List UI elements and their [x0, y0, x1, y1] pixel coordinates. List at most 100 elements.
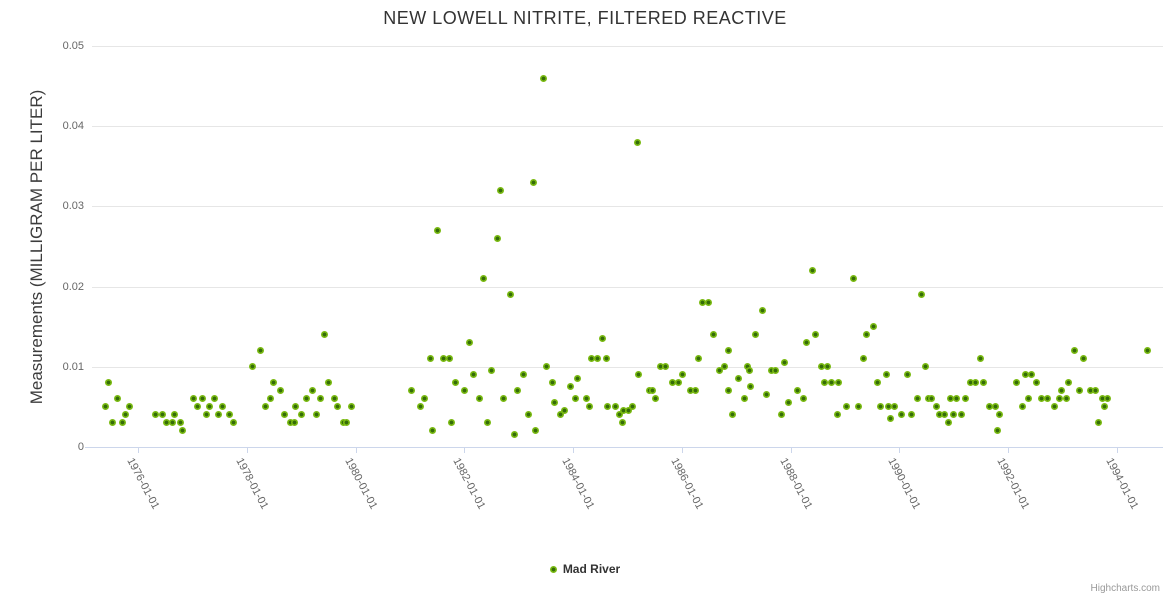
data-point[interactable]	[705, 299, 712, 307]
data-point[interactable]	[877, 403, 885, 411]
data-point[interactable]	[1086, 387, 1094, 395]
data-point[interactable]	[834, 411, 842, 419]
data-point[interactable]	[276, 387, 284, 395]
data-point[interactable]	[476, 395, 484, 403]
data-point[interactable]	[908, 411, 916, 419]
data-point[interactable]	[687, 387, 695, 395]
data-point[interactable]	[119, 419, 127, 427]
data-point[interactable]	[625, 407, 633, 415]
data-point[interactable]	[229, 419, 237, 427]
data-point[interactable]	[785, 399, 793, 407]
data-point[interactable]	[198, 395, 206, 403]
data-point[interactable]	[205, 403, 213, 411]
data-point[interactable]	[927, 395, 935, 403]
data-point[interactable]	[514, 387, 522, 395]
data-point[interactable]	[803, 339, 811, 347]
data-point[interactable]	[946, 395, 954, 403]
data-point[interactable]	[656, 363, 664, 371]
data-point[interactable]	[994, 427, 1002, 435]
data-point[interactable]	[634, 371, 642, 379]
data-point[interactable]	[308, 387, 316, 395]
data-point[interactable]	[903, 371, 911, 379]
data-point[interactable]	[434, 226, 442, 234]
data-point[interactable]	[333, 403, 341, 411]
data-point[interactable]	[743, 363, 751, 371]
data-point[interactable]	[162, 419, 170, 427]
data-point[interactable]	[179, 427, 187, 435]
data-point[interactable]	[520, 371, 528, 379]
data-point[interactable]	[898, 411, 905, 419]
data-point[interactable]	[446, 355, 454, 363]
data-point[interactable]	[835, 379, 843, 387]
data-point[interactable]	[1098, 395, 1106, 403]
data-point[interactable]	[168, 419, 176, 427]
data-point[interactable]	[883, 371, 891, 379]
data-point[interactable]	[488, 367, 496, 375]
data-point[interactable]	[668, 379, 676, 387]
highcharts-credits-link[interactable]: Highcharts.com	[1090, 583, 1160, 594]
data-point[interactable]	[507, 291, 515, 299]
data-point[interactable]	[874, 379, 882, 387]
data-point[interactable]	[171, 411, 179, 419]
data-point[interactable]	[102, 403, 110, 411]
data-point[interactable]	[1091, 387, 1099, 395]
data-point[interactable]	[821, 379, 829, 387]
data-point[interactable]	[417, 403, 425, 411]
data-point[interactable]	[286, 419, 294, 427]
data-point[interactable]	[986, 403, 994, 411]
data-point[interactable]	[1050, 403, 1058, 411]
data-point[interactable]	[602, 355, 610, 363]
data-point[interactable]	[747, 383, 755, 391]
data-point[interactable]	[828, 379, 836, 387]
data-point[interactable]	[921, 363, 929, 371]
data-point[interactable]	[257, 347, 265, 355]
data-point[interactable]	[620, 407, 628, 415]
data-point[interactable]	[1062, 395, 1070, 403]
data-point[interactable]	[980, 379, 988, 387]
data-point[interactable]	[585, 403, 593, 411]
data-point[interactable]	[967, 379, 975, 387]
data-point[interactable]	[109, 419, 117, 427]
data-point[interactable]	[619, 419, 627, 427]
data-point[interactable]	[891, 403, 899, 411]
data-point[interactable]	[843, 403, 851, 411]
data-point[interactable]	[1079, 355, 1087, 363]
data-point[interactable]	[343, 419, 351, 427]
data-point[interactable]	[603, 403, 611, 411]
data-point[interactable]	[1057, 387, 1065, 395]
data-point[interactable]	[152, 411, 160, 419]
data-point[interactable]	[933, 403, 941, 411]
data-point[interactable]	[448, 419, 456, 427]
data-point[interactable]	[530, 178, 538, 186]
data-point[interactable]	[745, 367, 753, 375]
data-point[interactable]	[261, 403, 269, 411]
data-point[interactable]	[1037, 395, 1045, 403]
data-point[interactable]	[466, 339, 474, 347]
data-point[interactable]	[870, 323, 878, 331]
data-point[interactable]	[297, 411, 305, 419]
data-point[interactable]	[691, 387, 699, 395]
data-point[interactable]	[823, 363, 831, 371]
data-point[interactable]	[885, 403, 893, 411]
data-point[interactable]	[594, 355, 602, 363]
data-point[interactable]	[542, 363, 550, 371]
data-point[interactable]	[452, 379, 460, 387]
data-point[interactable]	[809, 267, 817, 275]
data-point[interactable]	[566, 383, 574, 391]
data-point[interactable]	[759, 307, 767, 315]
data-point[interactable]	[887, 415, 895, 423]
data-point[interactable]	[762, 391, 770, 399]
data-point[interactable]	[330, 395, 338, 403]
data-point[interactable]	[612, 403, 620, 411]
data-point[interactable]	[480, 275, 488, 283]
data-point[interactable]	[203, 411, 211, 419]
data-point[interactable]	[777, 411, 785, 419]
data-point[interactable]	[1021, 371, 1029, 379]
data-point[interactable]	[1144, 347, 1152, 355]
data-point[interactable]	[339, 419, 347, 427]
data-point[interactable]	[674, 379, 682, 387]
data-point[interactable]	[302, 395, 310, 403]
data-point[interactable]	[324, 379, 332, 387]
data-point[interactable]	[1103, 395, 1111, 403]
data-point[interactable]	[1094, 419, 1102, 427]
